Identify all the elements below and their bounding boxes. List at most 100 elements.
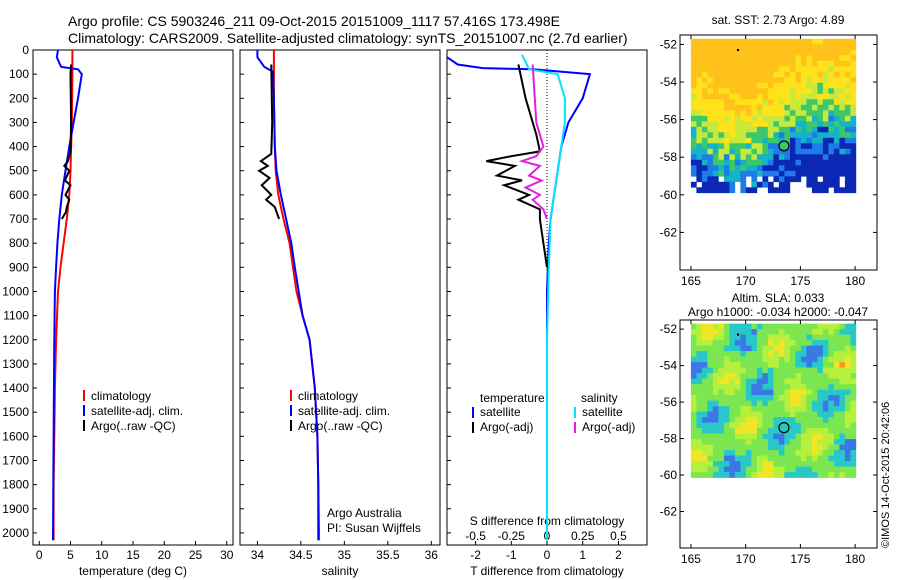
sst_map-cell xyxy=(773,159,780,166)
sst_map-cell xyxy=(800,44,807,51)
sla_map-cell xyxy=(729,433,736,440)
sla_map-cell xyxy=(789,455,796,462)
sst_map-cell xyxy=(839,60,846,67)
sst_map-cell xyxy=(822,49,829,56)
sst_map-cell xyxy=(712,132,719,139)
sla_map-cell xyxy=(773,455,780,462)
sla_map-cell xyxy=(762,444,769,451)
sla_map-cell xyxy=(795,356,802,363)
sst_map-cell xyxy=(696,49,703,56)
sla_map-cell xyxy=(767,450,774,456)
sst_map-cell xyxy=(773,170,780,177)
sst_map-cell xyxy=(701,44,708,51)
sst_map-cell xyxy=(696,176,703,183)
sla_map-cell xyxy=(784,400,791,407)
sla_map-cell xyxy=(789,439,796,445)
sla_map-cell xyxy=(811,450,818,456)
sla_map-cell xyxy=(817,389,824,396)
sla_map-cell xyxy=(839,334,846,341)
sla_map-cell xyxy=(712,450,719,456)
sst_map-cell xyxy=(778,165,785,172)
sla_map-cell xyxy=(817,384,824,390)
sst_map-cell xyxy=(718,148,725,155)
sst_map-cell xyxy=(828,115,835,122)
sst_map-cell xyxy=(723,126,730,133)
sst_map-cell xyxy=(833,181,840,188)
sst_map-cell xyxy=(784,55,791,62)
sst_map-cell xyxy=(701,159,708,166)
sst_map-cell xyxy=(844,132,851,139)
sst_map-cell xyxy=(690,104,697,111)
sst_map-cell xyxy=(723,71,730,78)
sst_map-cell xyxy=(778,99,785,106)
sst_map-cell xyxy=(828,126,835,133)
sla_map-cell xyxy=(767,378,774,385)
sla_map-cell xyxy=(767,351,774,357)
sla_map-cell xyxy=(828,417,835,423)
sst_map-cell xyxy=(822,60,829,67)
sst_map-cell xyxy=(729,38,736,45)
salinity-xtick-label: 35 xyxy=(338,548,352,562)
sst_map-cell xyxy=(800,93,807,100)
sst_map-cell xyxy=(718,99,725,106)
sla_map-cell xyxy=(712,455,719,462)
sst_map-cell xyxy=(712,159,719,166)
sla_map-cell xyxy=(696,373,703,379)
sla_map-cell xyxy=(696,439,703,445)
sst_map-ytick-label: -62 xyxy=(660,225,678,239)
sst_map-cell xyxy=(696,60,703,67)
sst_map-cell xyxy=(806,137,813,144)
sst_map-field xyxy=(690,38,857,194)
sla_map-cell xyxy=(795,340,802,346)
sla_map-cell xyxy=(811,340,818,346)
sla_map-cell xyxy=(839,395,846,401)
depth-tick-label: 100 xyxy=(9,67,29,81)
sla_map-cell xyxy=(778,466,785,473)
sla_map-cell xyxy=(811,378,818,385)
sst_map-cell xyxy=(850,110,857,117)
sst_map-cell xyxy=(701,176,708,183)
sla_map-cell xyxy=(707,373,714,379)
sla_map-cell xyxy=(800,362,807,368)
sla_map-cell xyxy=(723,400,730,407)
sla_map-cell xyxy=(712,433,719,440)
sst_map-cell xyxy=(701,132,708,139)
sst_map-cell xyxy=(701,126,708,133)
sla_map-cell xyxy=(800,472,807,478)
sst_map-cell xyxy=(822,110,829,117)
sst_map-cell xyxy=(712,176,719,183)
difference-top-tick-label: 0.5 xyxy=(610,529,627,543)
sst_map-cell xyxy=(844,93,851,100)
sla_map-cell xyxy=(751,417,758,423)
sla_map-cell xyxy=(751,378,758,385)
difference-top-tick-label: 0.25 xyxy=(571,529,595,543)
sst_map-cell xyxy=(806,115,813,122)
sla_map-cell xyxy=(833,384,840,390)
sla_map-cell xyxy=(723,455,730,462)
sla_map-cell xyxy=(751,395,758,401)
sst_map-cell xyxy=(795,93,802,100)
sst_map-cell xyxy=(745,66,752,73)
sla_map-cell xyxy=(707,345,714,352)
sla_map-cell xyxy=(800,356,807,363)
sst_map-cell xyxy=(696,132,703,139)
sla_map-cell xyxy=(745,373,752,379)
sst_map-cell xyxy=(756,93,763,100)
sla_map-cell xyxy=(828,356,835,363)
sst_map-cell xyxy=(740,38,747,45)
sst_map-cell xyxy=(745,44,752,51)
sst_map-cell xyxy=(784,165,791,172)
sla_map-cell xyxy=(784,362,791,368)
sst_map-cell xyxy=(751,121,758,128)
sst_map-cell xyxy=(701,165,708,172)
sst_map-cell xyxy=(701,82,708,89)
sst_map-cell xyxy=(822,165,829,172)
sla_map-cell xyxy=(751,323,758,330)
sst_map-cell xyxy=(784,148,791,155)
sla_map-cell xyxy=(844,384,851,390)
sla_map-cell xyxy=(773,433,780,440)
sst_map-cell xyxy=(844,187,851,194)
sst_map-cell xyxy=(729,170,736,177)
sst_map-cell xyxy=(734,148,741,155)
sla_map-cell xyxy=(734,417,741,423)
